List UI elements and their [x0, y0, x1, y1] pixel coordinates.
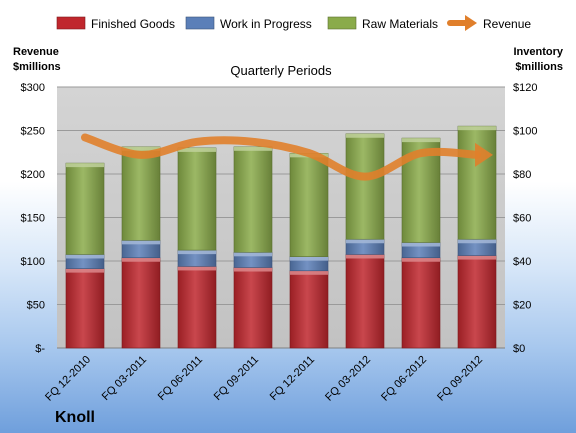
bar-finished-goods	[233, 267, 273, 349]
x-tick-label: FQ 03-2012	[323, 354, 373, 404]
chart-title: Quarterly Periods	[230, 63, 332, 78]
right-tick-label: $40	[513, 256, 531, 268]
legend-label-finished-goods: Finished Goods	[91, 17, 175, 31]
left-axis-title-line2: $millions	[13, 61, 61, 73]
right-tick-label: $0	[513, 343, 525, 355]
bar-cap-work-in-progress	[290, 256, 328, 261]
bar-cap-work-in-progress	[122, 240, 160, 245]
company-name: Knoll	[55, 409, 95, 426]
x-tick-label: FQ 09-2012	[435, 354, 485, 404]
legend-label-raw-materials: Raw Materials	[362, 17, 438, 31]
legend-swatch-work-in-progress	[185, 16, 215, 30]
bar-raw-materials	[121, 146, 161, 241]
bar-raw-materials	[457, 125, 497, 240]
legend: Finished Goods Work in Progress Raw Materi…	[56, 15, 531, 31]
revenue-arrowhead	[475, 142, 493, 167]
bar-cap-finished-goods	[458, 255, 496, 260]
left-tick-label: $300	[21, 82, 45, 94]
bar-raw-materials	[345, 133, 385, 240]
revenue-line	[81, 133, 481, 181]
right-tick-label: $100	[513, 126, 537, 138]
bar-raw-materials	[289, 153, 329, 257]
bar-cap-raw-materials	[458, 126, 496, 131]
bar-cap-finished-goods	[290, 270, 328, 275]
bar-cap-finished-goods	[122, 257, 160, 262]
bar-cap-finished-goods	[346, 254, 384, 259]
bar-cap-work-in-progress	[234, 252, 272, 257]
left-tick-label: $50	[27, 300, 45, 312]
bar-finished-goods	[289, 270, 329, 349]
bar-cap-finished-goods	[178, 266, 216, 271]
right-tick-label: $80	[513, 169, 531, 181]
right-tick-label: $60	[513, 213, 531, 225]
bar-finished-goods	[401, 257, 441, 349]
x-tick-label: FQ 12-2010	[43, 354, 93, 404]
bar-cap-work-in-progress	[66, 254, 104, 259]
bar-raw-materials	[177, 147, 217, 251]
bar-finished-goods	[457, 255, 497, 349]
legend-label-revenue: Revenue	[483, 17, 531, 31]
bar-cap-work-in-progress	[346, 239, 384, 244]
legend-swatch-raw-materials	[327, 16, 357, 30]
bar-cap-raw-materials	[66, 163, 104, 168]
bar-cap-work-in-progress	[178, 250, 216, 255]
bar-cap-work-in-progress	[402, 242, 440, 247]
x-tick-label: FQ 06-2011	[156, 354, 205, 403]
bar-cap-finished-goods	[402, 257, 440, 262]
bar-finished-goods	[345, 254, 385, 349]
right-tick-label: $120	[513, 82, 537, 94]
legend-swatch-finished-goods	[56, 16, 86, 30]
legend-arrow-revenue	[465, 15, 477, 31]
bar-cap-raw-materials	[122, 146, 160, 151]
right-axis-title-line2: $millions	[515, 61, 563, 73]
bar-cap-finished-goods	[234, 267, 272, 272]
x-tick-label: FQ 03-2011	[100, 354, 149, 403]
bar-cap-raw-materials	[402, 138, 440, 143]
bar-raw-materials	[65, 162, 105, 255]
x-tick-label: FQ 06-2012	[379, 354, 429, 404]
left-axis-title-line1: Revenue	[13, 46, 59, 58]
x-tick-label: FQ 12-2011	[268, 354, 317, 403]
left-tick-label: $100	[21, 256, 45, 268]
bar-cap-work-in-progress	[458, 239, 496, 244]
bar-cap-raw-materials	[234, 146, 272, 151]
bar-cap-finished-goods	[66, 268, 104, 273]
left-tick-label: $200	[21, 169, 45, 181]
revenue-line-layer	[81, 133, 493, 181]
left-tick-label: $250	[21, 126, 45, 138]
left-tick-label: $150	[21, 213, 45, 225]
bar-cap-raw-materials	[178, 147, 216, 152]
bar-finished-goods	[65, 268, 105, 349]
bar-raw-materials	[233, 146, 273, 253]
x-tick-label: FQ 09-2011	[212, 354, 261, 403]
bar-finished-goods	[177, 266, 217, 349]
bar-cap-raw-materials	[346, 133, 384, 138]
left-tick-label: $-	[35, 343, 45, 355]
legend-label-work-in-progress: Work in Progress	[220, 17, 312, 31]
bar-finished-goods	[121, 257, 161, 349]
right-axis-title-line1: Inventory	[513, 46, 563, 58]
bars	[65, 125, 497, 349]
right-tick-label: $20	[513, 300, 531, 312]
